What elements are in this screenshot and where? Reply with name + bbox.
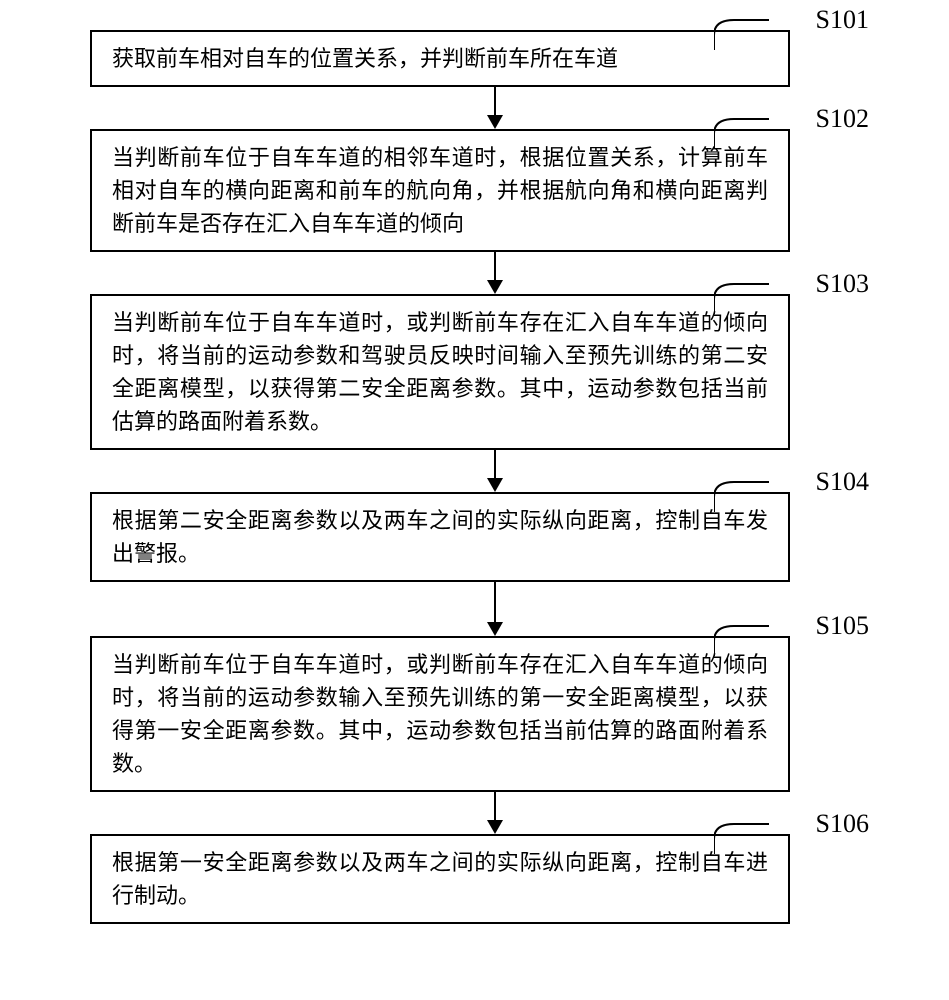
arrow-line xyxy=(494,582,496,622)
step-box: 获取前车相对自车的位置关系，并判断前车所在车道 xyxy=(90,30,790,87)
step-box: 当判断前车位于自车车道时，或判断前车存在汇入自车车道的倾向时，将当前的运动参数输… xyxy=(90,636,790,792)
arrow-head-icon xyxy=(487,478,503,492)
step-label: S105 xyxy=(816,611,869,641)
arrow-head-icon xyxy=(487,280,503,294)
step-row: S101 获取前车相对自车的位置关系，并判断前车所在车道 xyxy=(50,30,899,87)
step-row: S102 当判断前车位于自车车道的相邻车道时，根据位置关系，计算前车相对自车的横… xyxy=(50,129,899,252)
label-connector xyxy=(714,109,804,149)
label-connector xyxy=(714,814,804,854)
step-box: 当判断前车位于自车车道时，或判断前车存在汇入自车车道的倾向时，将当前的运动参数和… xyxy=(90,294,790,450)
step-box: 根据第一安全距离参数以及两车之间的实际纵向距离，控制自车进行制动。 xyxy=(90,834,790,924)
step-box: 根据第二安全距离参数以及两车之间的实际纵向距离，控制自车发出警报。 xyxy=(90,492,790,582)
arrow-line xyxy=(494,252,496,280)
step-row: S104 根据第二安全距离参数以及两车之间的实际纵向距离，控制自车发出警报。 xyxy=(50,492,899,582)
arrow-line xyxy=(494,792,496,820)
step-box: 当判断前车位于自车车道的相邻车道时，根据位置关系，计算前车相对自车的横向距离和前… xyxy=(90,129,790,252)
step-row: S105 当判断前车位于自车车道时，或判断前车存在汇入自车车道的倾向时，将当前的… xyxy=(50,636,899,792)
arrow-head-icon xyxy=(487,820,503,834)
label-connector xyxy=(714,10,804,50)
arrow-head-icon xyxy=(487,622,503,636)
label-connector xyxy=(714,472,804,512)
label-connector xyxy=(714,616,804,656)
arrow-head-icon xyxy=(487,115,503,129)
label-connector xyxy=(714,274,804,314)
flowchart-container: S101 获取前车相对自车的位置关系，并判断前车所在车道 S102 当判断前车位… xyxy=(50,30,899,924)
step-label: S103 xyxy=(816,269,869,299)
arrow-line xyxy=(494,450,496,478)
step-label: S106 xyxy=(816,809,869,839)
step-label: S102 xyxy=(816,104,869,134)
step-row: S103 当判断前车位于自车车道时，或判断前车存在汇入自车车道的倾向时，将当前的… xyxy=(50,294,899,450)
step-label: S104 xyxy=(816,467,869,497)
step-row: S106 根据第一安全距离参数以及两车之间的实际纵向距离，控制自车进行制动。 xyxy=(50,834,899,924)
step-label: S101 xyxy=(816,5,869,35)
arrow-line xyxy=(494,87,496,115)
